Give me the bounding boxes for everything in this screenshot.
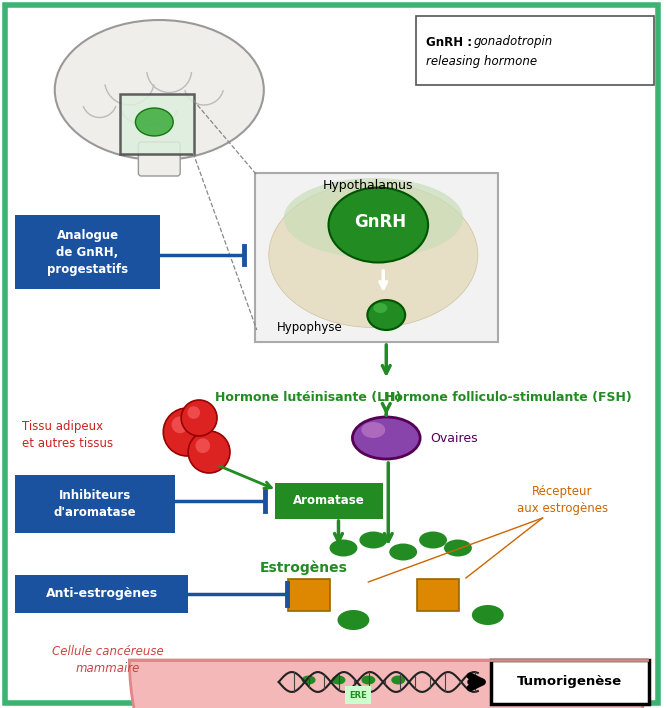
Ellipse shape bbox=[302, 675, 316, 685]
FancyBboxPatch shape bbox=[15, 575, 188, 613]
FancyBboxPatch shape bbox=[255, 173, 498, 342]
Circle shape bbox=[181, 400, 217, 436]
Text: Récepteur
aux estrogènes: Récepteur aux estrogènes bbox=[517, 485, 608, 515]
Text: Anti-estrogènes: Anti-estrogènes bbox=[45, 588, 158, 600]
Text: Inhibiteurs
d'aromatase: Inhibiteurs d'aromatase bbox=[53, 489, 136, 519]
Ellipse shape bbox=[444, 539, 472, 556]
Ellipse shape bbox=[360, 532, 387, 549]
Text: Tumorigenèse: Tumorigenèse bbox=[517, 675, 622, 688]
Text: Tissu adipeux
et autres tissus: Tissu adipeux et autres tissus bbox=[22, 420, 113, 450]
Ellipse shape bbox=[374, 303, 387, 313]
Ellipse shape bbox=[338, 610, 370, 630]
Text: releasing hormone: releasing hormone bbox=[426, 55, 537, 69]
Ellipse shape bbox=[368, 300, 405, 330]
Text: Ovaires: Ovaires bbox=[430, 431, 478, 445]
Ellipse shape bbox=[472, 605, 503, 625]
Ellipse shape bbox=[419, 532, 447, 549]
Ellipse shape bbox=[284, 178, 463, 258]
Text: Cellule cancéreuse
mammaire: Cellule cancéreuse mammaire bbox=[52, 645, 163, 675]
Text: gonadotropin: gonadotropin bbox=[474, 35, 553, 49]
Ellipse shape bbox=[391, 675, 405, 685]
Text: GnRH :: GnRH : bbox=[426, 35, 476, 49]
Circle shape bbox=[172, 416, 188, 433]
Text: Estrogènes: Estrogènes bbox=[260, 561, 348, 575]
Text: Aromatase: Aromatase bbox=[292, 494, 364, 508]
Wedge shape bbox=[129, 660, 647, 708]
FancyBboxPatch shape bbox=[15, 475, 175, 533]
FancyBboxPatch shape bbox=[491, 660, 649, 704]
Circle shape bbox=[188, 431, 230, 473]
FancyBboxPatch shape bbox=[417, 579, 459, 611]
Ellipse shape bbox=[269, 183, 478, 328]
FancyBboxPatch shape bbox=[121, 94, 194, 154]
Ellipse shape bbox=[330, 539, 358, 556]
Text: Hypophyse: Hypophyse bbox=[277, 321, 342, 334]
Circle shape bbox=[196, 438, 210, 453]
Text: GnRH: GnRH bbox=[354, 213, 406, 231]
Text: Analogue
de GnRH,
progestatifs: Analogue de GnRH, progestatifs bbox=[47, 229, 128, 275]
Ellipse shape bbox=[362, 675, 376, 685]
FancyBboxPatch shape bbox=[416, 16, 654, 85]
FancyBboxPatch shape bbox=[275, 483, 383, 519]
Ellipse shape bbox=[332, 675, 346, 685]
Ellipse shape bbox=[352, 417, 420, 459]
Text: Hormone lutéinisante (LH): Hormone lutéinisante (LH) bbox=[215, 392, 402, 404]
Text: Hormone folliculo-stimulante (FSH): Hormone folliculo-stimulante (FSH) bbox=[384, 392, 631, 404]
Ellipse shape bbox=[135, 108, 173, 136]
Circle shape bbox=[163, 408, 211, 456]
Ellipse shape bbox=[389, 544, 417, 561]
Text: ERE: ERE bbox=[350, 690, 367, 700]
Ellipse shape bbox=[328, 188, 428, 263]
Ellipse shape bbox=[362, 422, 385, 438]
FancyBboxPatch shape bbox=[139, 142, 180, 176]
FancyBboxPatch shape bbox=[288, 579, 330, 611]
Circle shape bbox=[187, 406, 200, 419]
Ellipse shape bbox=[55, 20, 264, 160]
FancyBboxPatch shape bbox=[15, 215, 161, 289]
Text: Hypothalamus: Hypothalamus bbox=[323, 180, 414, 193]
